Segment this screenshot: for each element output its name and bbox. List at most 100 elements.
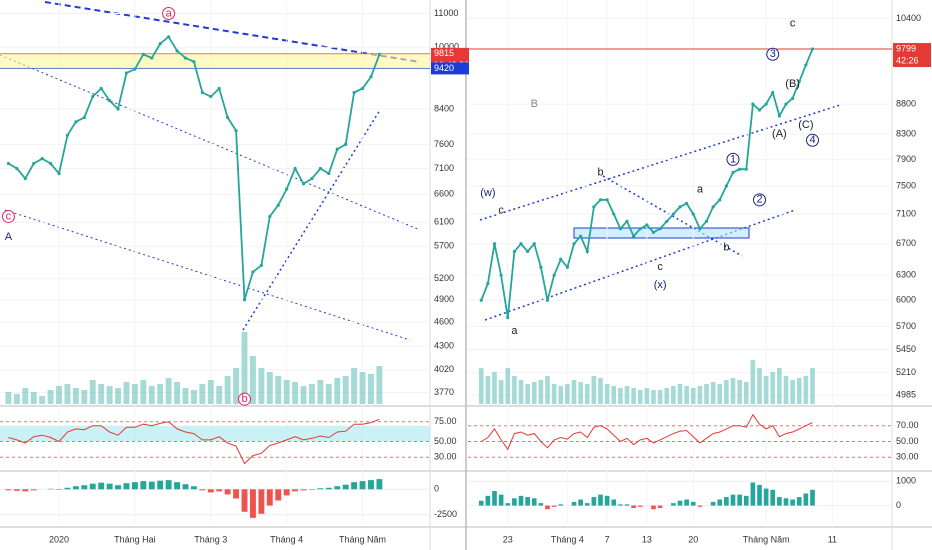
- price-point: [377, 52, 382, 57]
- macd-tick-label: 0: [896, 500, 901, 510]
- volume-bar: [578, 382, 583, 404]
- macd-bar: [190, 486, 197, 490]
- price-point: [65, 133, 70, 137]
- rsi-tick-label: 30.00: [896, 452, 919, 462]
- macd-bar: [249, 489, 256, 518]
- x-tick-label: Tháng 4: [270, 534, 303, 544]
- macd-bar: [790, 499, 795, 506]
- price-point: [804, 63, 808, 67]
- macd-bar: [810, 489, 815, 506]
- price-point: [691, 212, 695, 216]
- macd-bar: [710, 501, 716, 506]
- trend-line: [44, 1, 421, 63]
- volume-bar: [492, 372, 497, 404]
- price-point: [598, 198, 603, 202]
- annotation: A: [5, 231, 13, 243]
- macd-bar: [199, 489, 206, 491]
- volume-bar: [598, 378, 603, 404]
- volume-bar: [115, 388, 121, 404]
- y-tick-label: 3770: [434, 387, 454, 397]
- x-tick-label: 20: [688, 534, 698, 544]
- price-point: [764, 102, 768, 106]
- macd-bar: [283, 489, 290, 496]
- macd-bar: [300, 489, 307, 491]
- price-point: [605, 198, 609, 202]
- y-tick-label: 5210: [896, 367, 916, 377]
- volume-bar: [591, 376, 597, 404]
- volume-bar: [233, 368, 240, 404]
- volume-bar: [538, 380, 544, 404]
- annotation-circle: [766, 47, 780, 61]
- macd-bar: [531, 498, 537, 506]
- y-tick-label: 6000: [896, 295, 916, 305]
- y-tick-label: 6100: [434, 217, 454, 227]
- price-point: [335, 147, 339, 151]
- price-point: [217, 86, 221, 91]
- macd-bar: [724, 497, 729, 506]
- macd-bar: [140, 481, 147, 490]
- macd-bar: [5, 489, 12, 491]
- rsi-tick-label: 30.00: [434, 452, 457, 462]
- volume-bar: [697, 386, 703, 404]
- volume-bar: [810, 368, 815, 404]
- macd-bar: [98, 482, 105, 490]
- y-tick-label: 6600: [434, 189, 454, 199]
- price-point: [539, 265, 543, 269]
- macd-bar: [148, 481, 155, 490]
- annotation: c: [498, 204, 504, 216]
- volume-bar: [81, 390, 88, 404]
- price-point: [91, 94, 95, 99]
- macd-bar: [224, 489, 231, 495]
- volume-bar: [140, 380, 147, 404]
- price-point: [532, 242, 536, 246]
- annotation-circle: [726, 152, 740, 166]
- volume-bar: [777, 368, 782, 404]
- x-tick-label: Tháng 4: [551, 534, 584, 544]
- price-point: [671, 212, 675, 216]
- macd-bar: [604, 495, 610, 506]
- price-point: [784, 102, 788, 106]
- rsi-tick-label: 50.00: [434, 436, 457, 446]
- macd-bar: [266, 489, 273, 506]
- price-point: [74, 120, 78, 124]
- macd-tick-label: -2500: [434, 509, 457, 519]
- volume-bar: [47, 390, 54, 404]
- y-tick-label: 8400: [434, 103, 454, 113]
- price-point: [48, 161, 53, 166]
- price-point: [40, 157, 44, 161]
- price-point: [251, 270, 255, 274]
- macd-bar: [505, 503, 511, 506]
- y-tick-label: 7500: [896, 180, 916, 190]
- macd-bar: [618, 504, 623, 506]
- x-tick-label: 11: [828, 534, 837, 544]
- macd-bar: [368, 480, 374, 490]
- volume-bar: [704, 384, 709, 404]
- y-tick-label: 8300: [896, 128, 916, 138]
- price-point: [200, 90, 204, 95]
- volume-bar: [677, 384, 683, 404]
- x-tick-label: 7: [605, 534, 610, 544]
- price-point: [327, 171, 331, 176]
- macd-bar: [538, 503, 544, 506]
- macd-bar: [56, 489, 62, 490]
- rsi-band: [0, 425, 430, 442]
- macd-bar: [803, 493, 809, 506]
- volume-bar: [763, 376, 769, 404]
- macd-bar: [123, 483, 130, 490]
- price-point: [526, 249, 530, 254]
- price-point: [519, 242, 523, 246]
- volume-bar: [684, 386, 689, 404]
- volume-bar: [241, 332, 248, 404]
- price-point: [259, 263, 263, 267]
- y-tick-label: 4900: [434, 294, 454, 304]
- macd-bar: [174, 482, 181, 490]
- annotation: a: [511, 325, 518, 337]
- annotation-circle: [806, 133, 819, 147]
- x-tick-label: Tháng Hai: [114, 534, 156, 544]
- price-point: [744, 167, 748, 171]
- price-point: [183, 56, 188, 60]
- price-point: [625, 219, 629, 223]
- macd-bar: [796, 497, 802, 506]
- macd-bar: [684, 499, 689, 506]
